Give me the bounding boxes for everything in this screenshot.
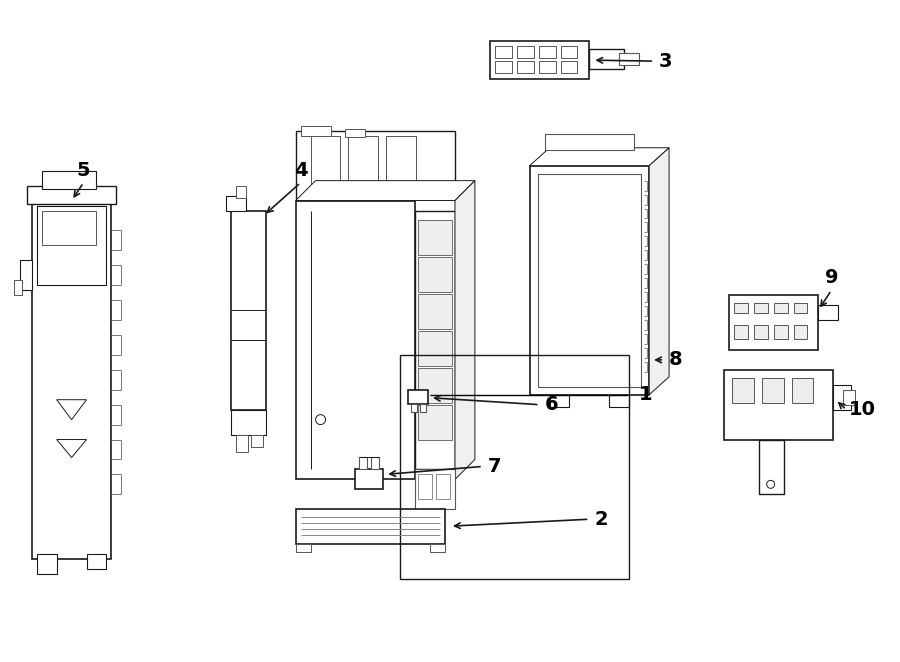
- Bar: [226, 195, 246, 211]
- Bar: [346, 129, 365, 137]
- Bar: [436, 475, 450, 499]
- Bar: [296, 201, 415, 479]
- Bar: [609, 395, 629, 406]
- Bar: [356, 469, 383, 489]
- Bar: [372, 457, 379, 469]
- Bar: [729, 295, 818, 350]
- Bar: [296, 544, 310, 552]
- Bar: [415, 211, 455, 469]
- Bar: [418, 294, 452, 329]
- Text: 8: 8: [669, 350, 683, 369]
- Bar: [310, 136, 340, 191]
- Bar: [400, 355, 629, 579]
- Polygon shape: [296, 181, 475, 201]
- Bar: [296, 131, 455, 199]
- Bar: [774, 303, 788, 313]
- Polygon shape: [530, 148, 669, 166]
- Bar: [41, 171, 96, 189]
- Text: 5: 5: [76, 161, 90, 180]
- Text: 6: 6: [544, 395, 558, 414]
- Circle shape: [316, 414, 326, 424]
- Bar: [759, 440, 784, 495]
- Bar: [530, 166, 649, 395]
- Bar: [495, 46, 512, 58]
- Bar: [348, 136, 378, 191]
- Text: 9: 9: [824, 267, 838, 287]
- Bar: [753, 303, 768, 313]
- Bar: [818, 305, 839, 320]
- Bar: [386, 136, 416, 191]
- Bar: [544, 134, 634, 150]
- Bar: [236, 434, 248, 453]
- Bar: [430, 544, 445, 552]
- Bar: [236, 185, 246, 197]
- Bar: [619, 53, 639, 65]
- Bar: [538, 46, 555, 58]
- Bar: [538, 61, 555, 73]
- Polygon shape: [455, 181, 475, 479]
- Bar: [411, 404, 417, 412]
- Bar: [418, 475, 432, 499]
- Bar: [561, 61, 578, 73]
- Bar: [517, 46, 534, 58]
- Text: 2: 2: [594, 510, 608, 529]
- Bar: [833, 385, 851, 410]
- Circle shape: [767, 481, 775, 489]
- Bar: [231, 410, 266, 434]
- Bar: [761, 378, 784, 402]
- Bar: [37, 554, 57, 574]
- Bar: [231, 211, 266, 410]
- Bar: [41, 211, 96, 246]
- Bar: [550, 395, 570, 406]
- Bar: [561, 46, 578, 58]
- Bar: [415, 469, 455, 509]
- Bar: [490, 41, 590, 79]
- Text: 4: 4: [293, 161, 308, 180]
- Polygon shape: [57, 440, 86, 457]
- Bar: [517, 61, 534, 73]
- Bar: [724, 370, 833, 440]
- Bar: [296, 509, 445, 544]
- Bar: [301, 126, 330, 136]
- Bar: [734, 303, 748, 313]
- Bar: [20, 260, 32, 290]
- Bar: [792, 378, 814, 402]
- Bar: [409, 390, 428, 404]
- Bar: [86, 554, 106, 569]
- Text: 7: 7: [488, 457, 501, 476]
- Bar: [774, 325, 788, 339]
- Bar: [32, 201, 112, 559]
- Bar: [794, 325, 807, 339]
- Bar: [732, 378, 753, 402]
- Bar: [418, 331, 452, 366]
- Bar: [734, 325, 748, 339]
- Bar: [359, 457, 367, 469]
- Bar: [590, 49, 625, 69]
- Text: 1: 1: [639, 385, 652, 404]
- Bar: [418, 220, 452, 256]
- Bar: [14, 280, 22, 295]
- Bar: [27, 185, 116, 203]
- Bar: [251, 434, 263, 446]
- Bar: [753, 325, 768, 339]
- Bar: [843, 390, 855, 404]
- Text: 3: 3: [659, 52, 672, 71]
- Polygon shape: [57, 400, 86, 420]
- Polygon shape: [649, 148, 669, 395]
- Bar: [537, 173, 641, 387]
- Bar: [418, 368, 452, 402]
- Bar: [794, 303, 807, 313]
- Bar: [37, 205, 106, 285]
- Bar: [420, 404, 426, 412]
- Bar: [418, 258, 452, 292]
- Text: 10: 10: [849, 400, 876, 419]
- Bar: [418, 404, 452, 440]
- Bar: [495, 61, 512, 73]
